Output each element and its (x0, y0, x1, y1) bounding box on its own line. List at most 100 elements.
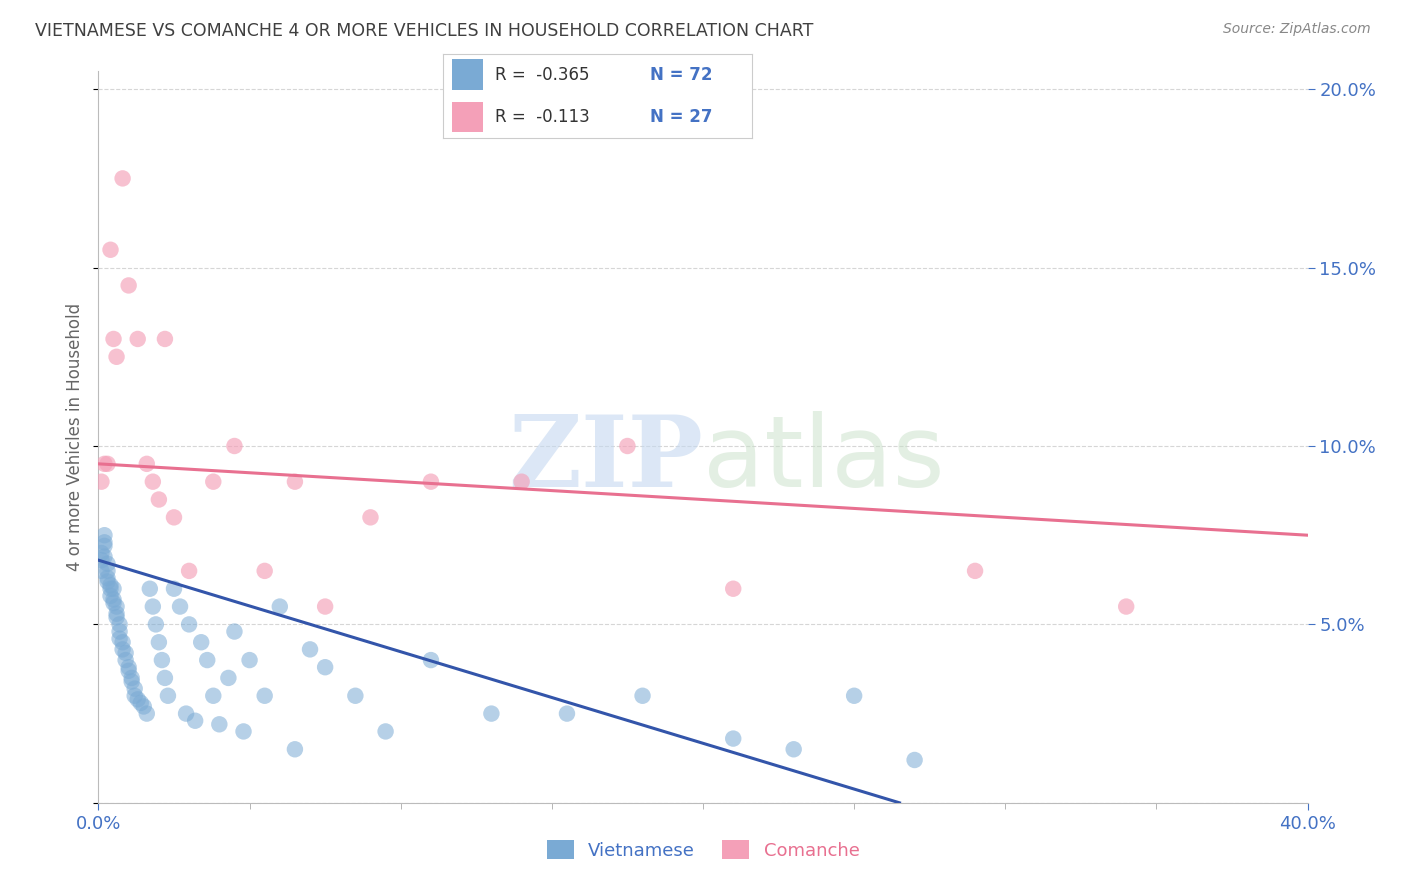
Text: ZIP: ZIP (508, 410, 703, 508)
Point (105, 350, 128, 364)
Point (616, 439, 638, 453)
Point (129, 696, 152, 710)
Point (121, 674, 143, 689)
Y-axis label: 4 or more Vehicles in Household: 4 or more Vehicles in Household (66, 303, 84, 571)
Point (142, 475, 165, 489)
Point (111, 635, 134, 649)
Point (93, 539, 115, 553)
Point (153, 332, 176, 346)
Text: VIETNAMESE VS COMANCHE 4 OR MORE VEHICLES IN HOUSEHOLD CORRELATION CHART: VIETNAMESE VS COMANCHE 4 OR MORE VEHICLE… (35, 22, 814, 40)
Point (93, 535, 115, 549)
Point (103, 332, 125, 346)
Point (96, 457, 118, 471)
Legend: Vietnamese, Comanche: Vietnamese, Comanche (540, 833, 866, 867)
Point (420, 653, 443, 667)
Point (103, 592, 125, 607)
Point (139, 582, 162, 596)
Point (145, 617, 167, 632)
Point (100, 589, 122, 603)
Point (90, 475, 112, 489)
Text: N = 27: N = 27 (650, 108, 713, 126)
Point (481, 706, 503, 721)
Point (100, 578, 122, 592)
Point (299, 642, 322, 657)
Point (163, 582, 186, 596)
Point (124, 681, 146, 696)
Text: R =  -0.113: R = -0.113 (495, 108, 591, 126)
Point (105, 610, 128, 624)
Point (142, 599, 165, 614)
Point (114, 653, 136, 667)
Point (108, 632, 131, 646)
Point (96, 571, 118, 585)
Point (108, 617, 131, 632)
Point (90, 553, 112, 567)
Point (93, 457, 115, 471)
Point (148, 492, 170, 507)
Point (169, 599, 191, 614)
Point (121, 671, 143, 685)
Point (163, 510, 186, 524)
Point (555, 706, 578, 721)
Point (111, 642, 134, 657)
Point (190, 635, 212, 649)
Point (179, 564, 201, 578)
Point (224, 624, 246, 639)
Point (96, 564, 118, 578)
Point (202, 475, 225, 489)
Point (217, 671, 239, 685)
Point (118, 660, 141, 674)
Point (103, 582, 125, 596)
Point (93, 528, 115, 542)
Point (111, 171, 134, 186)
Point (202, 689, 225, 703)
Point (127, 332, 149, 346)
Point (723, 731, 745, 746)
Point (1115, 599, 1137, 614)
Point (510, 475, 533, 489)
Point (374, 724, 396, 739)
Point (105, 599, 128, 614)
Point (90, 564, 112, 578)
Text: R =  -0.365: R = -0.365 (495, 66, 591, 84)
Point (965, 564, 987, 578)
Point (118, 278, 141, 293)
Point (108, 624, 131, 639)
Point (253, 689, 276, 703)
Point (723, 582, 745, 596)
Point (148, 635, 170, 649)
Point (195, 653, 218, 667)
Point (93, 549, 115, 564)
Point (127, 692, 149, 706)
Point (269, 599, 291, 614)
Point (96, 557, 118, 571)
Point (124, 689, 146, 703)
Point (184, 714, 207, 728)
Point (105, 607, 128, 621)
Point (224, 439, 246, 453)
Point (284, 475, 307, 489)
Point (96, 574, 118, 589)
Point (114, 646, 136, 660)
Text: N = 72: N = 72 (650, 66, 713, 84)
Point (631, 689, 654, 703)
Point (132, 699, 155, 714)
Point (174, 706, 197, 721)
Point (253, 564, 276, 578)
Point (135, 706, 157, 721)
Point (239, 653, 262, 667)
Point (100, 582, 122, 596)
Point (208, 717, 231, 731)
FancyBboxPatch shape (453, 102, 484, 132)
Point (344, 689, 367, 703)
Point (314, 660, 336, 674)
Text: atlas: atlas (703, 410, 945, 508)
Point (150, 653, 173, 667)
Point (783, 742, 806, 756)
Point (420, 475, 443, 489)
Point (314, 599, 336, 614)
Point (844, 689, 866, 703)
Point (118, 664, 141, 678)
Point (153, 671, 176, 685)
FancyBboxPatch shape (453, 60, 484, 90)
